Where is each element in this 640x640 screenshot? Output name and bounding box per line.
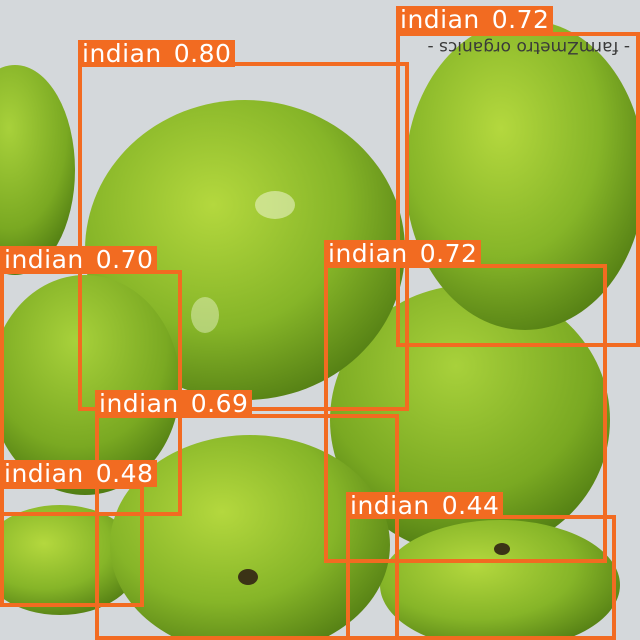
class-label: indian [400,5,480,34]
class-label: indian [4,245,84,274]
class-label: indian [99,389,179,418]
detection-box[interactable] [346,515,616,640]
detection-label: indian 0.80 [78,39,236,68]
confidence-score: 0.69 [190,389,249,418]
mango-highlight [191,297,219,333]
mango [0,65,75,275]
mango-highlight [255,191,295,219]
detection-label: indian 0.72 [396,5,554,34]
mango [330,285,610,555]
confidence-score: 0.72 [419,239,478,268]
class-label: indian [350,491,430,520]
class-label: indian [4,459,84,488]
detection-label: indian 0.44 [346,491,504,520]
confidence-score: 0.72 [491,5,550,34]
mango-stem [494,543,510,555]
mango-stem [238,569,258,585]
confidence-score: 0.80 [173,39,232,68]
detection-label: indian 0.69 [95,389,253,418]
confidence-score: 0.48 [95,459,154,488]
mango [0,275,180,495]
confidence-score: 0.70 [95,245,154,274]
detection-box[interactable] [396,32,640,347]
detection-box[interactable] [0,485,144,607]
detection-label: indian 0.70 [0,245,158,274]
mango [380,520,620,640]
detection-label: indian 0.72 [324,239,482,268]
detection-label: indian 0.48 [0,459,158,488]
confidence-score: 0.44 [441,491,500,520]
class-label: indian [328,239,408,268]
mango [0,505,140,615]
class-label: indian [82,39,162,68]
